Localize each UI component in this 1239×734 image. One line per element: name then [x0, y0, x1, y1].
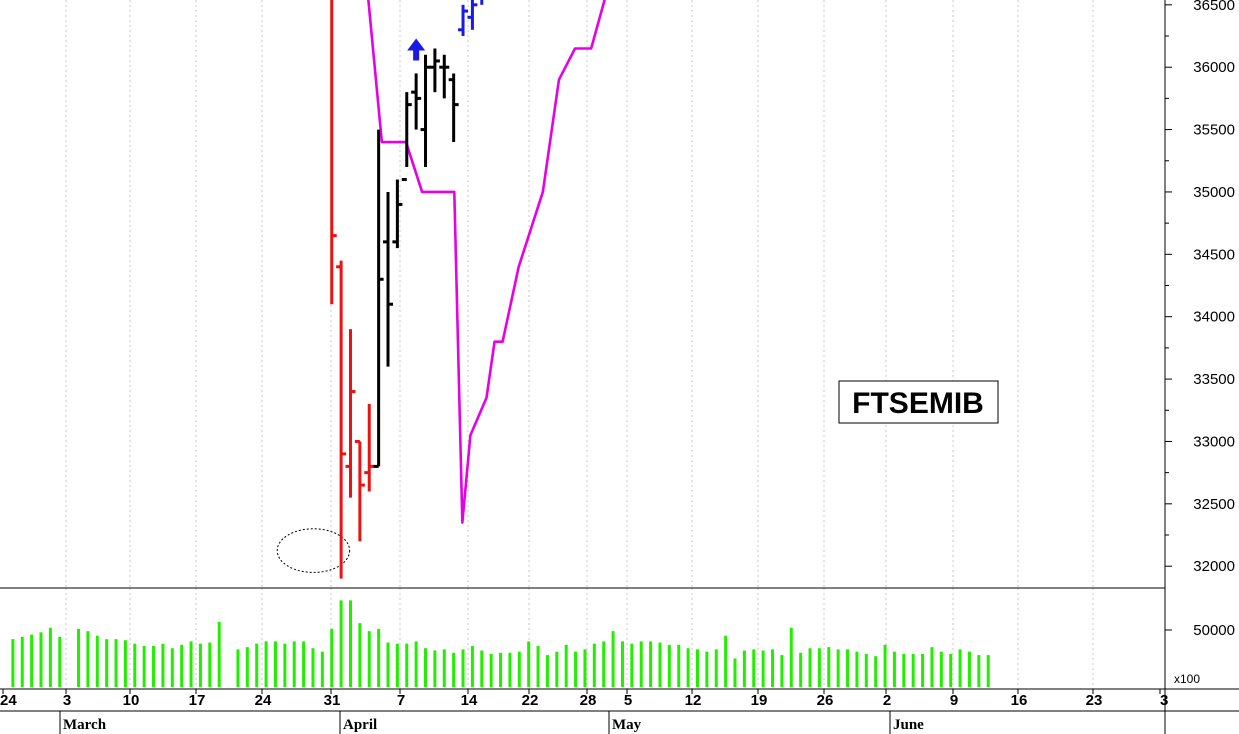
ohlc-bar	[330, 0, 337, 305]
ohlc-bar	[448, 73, 459, 143]
signal-up-arrow	[407, 38, 426, 61]
month-label: May	[612, 717, 642, 733]
ohlc-bar	[336, 260, 347, 579]
date-tick-label: 5	[624, 692, 632, 709]
ohlc-bar	[411, 73, 422, 130]
date-tick-label: 9	[950, 692, 958, 709]
date-tick-label: 26	[817, 692, 834, 709]
ohlc-bar	[345, 329, 356, 498]
date-tick-label: 22	[522, 692, 539, 709]
date-tick-label: 2	[883, 692, 891, 709]
date-tick-label: 14	[461, 692, 478, 709]
ohlc-bar	[354, 439, 365, 542]
ohlc-bar	[439, 54, 450, 99]
ohlc-bar	[392, 179, 403, 249]
date-tick-label: 16	[1011, 692, 1028, 709]
ohlc-bar	[429, 48, 440, 93]
gridlines	[65, 0, 1094, 689]
volume-tick-label: 50000	[1193, 622, 1235, 639]
ohlc-bar	[480, 0, 484, 5]
title-box: FTSEMIB	[838, 380, 999, 424]
price-tick-label: 35500	[1193, 122, 1235, 139]
date-tick-label: 10	[123, 692, 140, 709]
price-tick-label: 33000	[1193, 433, 1235, 450]
ohlc-bar	[373, 129, 384, 468]
date-tick-label: 23	[1086, 692, 1103, 709]
date-tick-label: 3	[1160, 692, 1168, 709]
ohlc-bar	[420, 54, 431, 167]
date-tick-label: 19	[751, 692, 768, 709]
date-tick-label: 28	[580, 692, 597, 709]
date-tick-label: 3	[63, 692, 71, 709]
zones	[276, 528, 351, 573]
ohlc-bar	[467, 0, 478, 30]
price-tick-label: 36500	[1193, 0, 1235, 14]
ohlc-bar	[458, 4, 469, 37]
price-tick-label: 36000	[1193, 59, 1235, 76]
volume-bars	[11, 600, 990, 687]
date-tick-label: 31	[324, 692, 341, 709]
stop-line-path	[367, 0, 606, 524]
volume-multiplier-label: x100	[1174, 672, 1200, 686]
ohlc-bar	[364, 404, 375, 492]
low-marker-ellipse	[276, 528, 351, 573]
price-tick-label: 33500	[1193, 371, 1235, 388]
price-tick-label: 32500	[1193, 496, 1235, 513]
ohlc-bar	[401, 92, 412, 181]
price-tick-label: 32000	[1193, 558, 1235, 575]
date-tick-label: 24	[255, 692, 272, 709]
price-tick-label: 35000	[1193, 184, 1235, 201]
stop-line	[367, 0, 606, 524]
chart-title: FTSEMIB	[852, 387, 984, 420]
price-tick-label: 34000	[1193, 309, 1235, 326]
date-tick-label: 12	[685, 692, 702, 709]
price-tick-label: 34500	[1193, 246, 1235, 263]
ohlc-bar	[383, 191, 394, 367]
month-label: June	[893, 717, 924, 733]
date-tick-label: 17	[189, 692, 206, 709]
month-label: April	[343, 717, 377, 733]
signal-arrows	[407, 38, 426, 61]
date-tick-label: 24	[0, 692, 17, 709]
month-label: March	[63, 717, 107, 733]
price-bars	[330, 0, 484, 579]
date-tick-label: 7	[397, 692, 405, 709]
